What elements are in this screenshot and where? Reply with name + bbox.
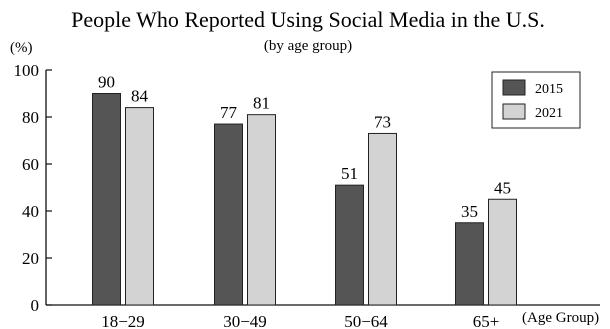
y-tick-label: 0 [31,296,40,315]
legend: 2015 2021 [491,71,581,129]
chart-subtitle: (by age group) [264,38,352,54]
bar-2021 [368,132,397,306]
y-tick-label: 80 [22,108,39,127]
bars: 90 84 77 81 51 73 35 45 [92,73,517,306]
y-axis-label: (%) [10,40,33,56]
y-tick-label: 60 [22,155,39,174]
legend-swatch [502,79,526,96]
legend-label: 2021 [535,106,563,121]
bar-2021 [125,107,154,306]
axes: 0 20 40 60 80 100 18−29 30−49 50−64 65+ [14,61,600,329]
data-label: 90 [98,73,115,92]
data-label: 84 [131,87,149,106]
y-tick-label: 40 [22,202,39,221]
chart-title: People Who Reported Using Social Media i… [71,7,545,32]
data-label: 45 [494,178,511,197]
x-tick-label: 50−64 [344,312,388,329]
x-tick-label: 18−29 [101,312,145,329]
data-label: 81 [253,94,270,113]
bar-2015 [335,184,364,306]
bar-2015 [455,222,484,306]
bar-2015 [214,123,243,306]
bar-2015 [92,93,121,306]
legend-swatch [502,103,526,120]
y-tick-label: 20 [22,249,39,268]
data-label: 51 [341,164,358,183]
data-label: 73 [374,112,391,131]
y-tick-label: 100 [14,61,40,80]
bar-2021 [247,114,276,306]
bar-2021 [488,198,517,306]
legend-label: 2015 [535,82,563,97]
x-axis-label: (Age Group) [522,310,599,326]
data-label: 77 [220,103,238,122]
x-tick-label: 65+ [473,312,500,329]
data-label: 35 [461,202,478,221]
x-tick-label: 30−49 [223,312,267,329]
